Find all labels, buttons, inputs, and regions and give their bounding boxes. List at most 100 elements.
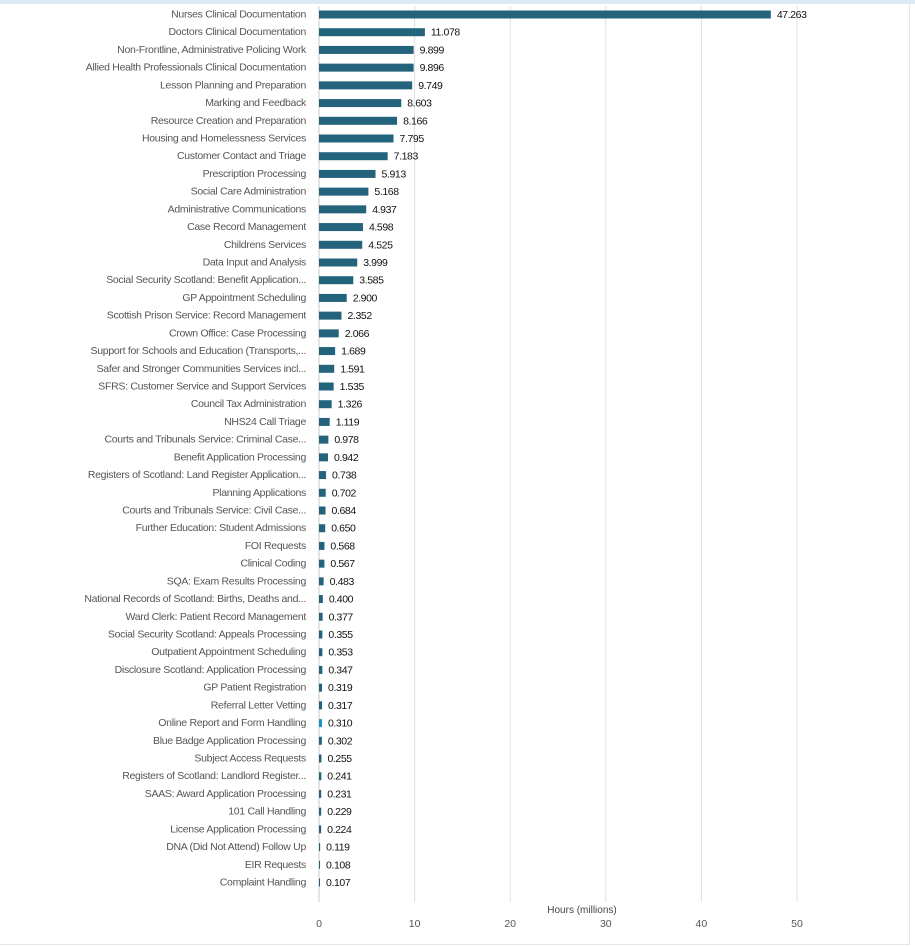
bar [319,28,425,37]
bar [319,860,321,869]
category-label: License Application Processing [170,823,306,835]
bar [319,169,376,178]
value-label: 2.900 [353,292,378,304]
category-label: Scottish Prison Service: Record Manageme… [107,310,307,322]
value-label: 0.353 [328,647,353,659]
bar [319,63,414,72]
category-label: Ward Clerk: Patient Record Management [125,611,306,623]
bar [319,205,367,214]
category-label: Benefit Application Processing [174,451,307,463]
value-label: 7.183 [394,151,419,163]
value-label: 1.689 [341,346,366,358]
value-label: 0.650 [331,523,356,535]
category-label: Registers of Scotland: Land Register App… [88,469,306,481]
value-label: 4.937 [372,204,397,216]
x-tick-label: 40 [696,918,708,930]
category-label: Support for Schools and Education (Trans… [91,345,306,357]
value-label: 3.999 [363,257,388,269]
bar [319,382,334,391]
category-label: Blue Badge Application Processing [153,735,306,747]
top-bar [0,0,915,4]
value-label: 0.978 [334,434,359,446]
value-label: 9.899 [420,44,445,56]
bar [319,541,325,550]
category-label: Social Security Scotland: Appeals Proces… [108,629,307,641]
value-label: 0.224 [327,824,352,836]
x-tick-label: 50 [791,918,803,930]
category-label: 101 Call Handling [228,806,306,818]
x-tick-label: 0 [316,918,322,930]
bar [319,223,363,232]
category-label: Allied Health Professionals Clinical Doc… [86,62,307,74]
value-label: 0.310 [328,718,353,730]
value-label: 0.702 [332,487,357,499]
value-label: 7.795 [400,133,425,145]
category-label: Lesson Planning and Preparation [160,79,306,91]
bar [319,789,322,798]
category-label: Registers of Scotland: Landlord Register… [122,770,306,782]
bar [319,10,771,19]
category-label: National Records of Scotland: Births, De… [84,593,306,605]
bar [319,719,322,728]
category-label: Social Security Scotland: Benefit Applic… [106,274,306,286]
bar [319,524,326,533]
category-label: Disclosure Scotland: Application Process… [115,664,307,676]
bar [319,45,414,54]
bar [319,665,323,674]
value-label: 47.263 [777,9,807,21]
bar [319,577,324,586]
bar [319,116,398,125]
value-label: 5.913 [382,168,407,180]
x-axis-title: Hours (millions) [547,905,616,916]
bar [319,488,326,497]
value-label: 9.896 [420,62,445,74]
category-label: Case Record Management [187,221,306,233]
bar [319,559,325,568]
category-label: DNA (Did Not Attend) Follow Up [166,841,306,853]
category-label: GP Patient Registration [203,682,306,694]
category-label: Resource Creation and Preparation [151,115,307,127]
value-label: 11.078 [431,27,460,39]
bar [319,772,322,781]
bar [319,683,323,692]
bar [319,435,329,444]
value-label: 9.749 [418,80,443,92]
value-label: 8.166 [403,115,428,127]
category-label: Outpatient Appointment Scheduling [151,646,306,658]
bar [319,240,363,249]
category-label: Subject Access Requests [194,753,306,765]
bar [319,364,335,373]
x-tick-label: 10 [409,918,421,930]
value-label: 0.302 [328,735,353,747]
category-label: Non-Frontline, Administrative Policing W… [117,44,307,56]
value-label: 1.535 [340,381,365,393]
bar [319,843,321,852]
x-tick-label: 30 [600,918,612,930]
bar [319,187,369,196]
value-label: 0.400 [329,594,354,606]
bar [319,736,322,745]
category-labels: Nurses Clinical Documentation Doctors Cli… [84,9,307,889]
bar [319,258,358,267]
value-label: 0.483 [330,576,355,588]
value-label: 0.119 [326,842,350,854]
category-label: Social Care Administration [191,186,307,198]
category-label: Safer and Stronger Communities Services … [97,363,306,375]
bar [319,311,342,320]
bar [319,417,330,426]
value-label: 0.231 [327,788,352,800]
bar [319,134,394,143]
category-label: SFRS: Customer Service and Support Servi… [98,381,306,393]
bar [319,878,321,887]
value-label: 0.317 [328,700,353,712]
bar [319,453,329,462]
value-label: 2.352 [347,310,372,322]
bar [319,595,323,604]
bar [319,754,322,763]
value-label: 2.066 [345,328,370,340]
category-label: Nurses Clinical Documentation [171,9,306,21]
bar [319,329,339,338]
value-label: 0.567 [330,558,355,570]
bar [319,612,323,621]
bar [319,701,323,710]
